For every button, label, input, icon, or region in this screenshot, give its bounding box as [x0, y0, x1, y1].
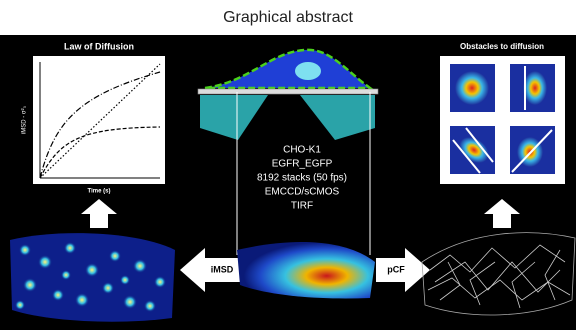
imsd-image: [10, 233, 175, 322]
page: Graphical abstract Law of Diffusion iMSD…: [0, 0, 576, 330]
setup-line: EGFR_EGFP: [272, 159, 333, 170]
graphical-abstract: Graphical abstract Law of Diffusion iMSD…: [0, 0, 576, 330]
setup-line: EMCCD/sCMOS: [265, 187, 340, 198]
y-axis-label: iMSD - σ²₀: [22, 105, 28, 134]
setup-line: CHO-K1: [283, 145, 321, 156]
panel-title: Law of Diffusion: [64, 41, 134, 51]
plot-frame: [33, 56, 165, 184]
setup-line: TIRF: [291, 201, 313, 212]
arrow-label: iMSD: [211, 264, 234, 274]
x-axis-label: Time (s): [88, 189, 111, 195]
panel-title: Obstacles to diffusion: [460, 42, 544, 51]
coverslip: [198, 89, 378, 94]
arrow-label: pCF: [387, 264, 405, 274]
nucleus: [295, 62, 321, 80]
setup-line: 8192 stacks (50 fps): [257, 173, 347, 184]
page-title: Graphical abstract: [223, 9, 353, 26]
